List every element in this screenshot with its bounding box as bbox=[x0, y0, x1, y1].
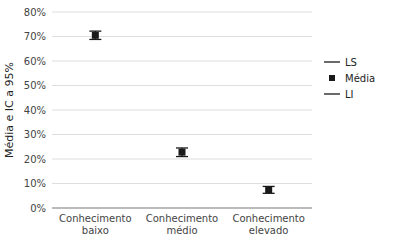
legend-label: LS bbox=[345, 57, 357, 68]
y-tick-label: 30% bbox=[24, 129, 46, 140]
legend-symbol bbox=[324, 61, 340, 62]
x-tick-label-line: médio bbox=[166, 225, 197, 236]
grid-line bbox=[52, 85, 312, 86]
legend: LS Média LI bbox=[324, 57, 375, 100]
mean-marker bbox=[92, 32, 99, 39]
y-tick-label: 20% bbox=[24, 154, 46, 165]
legend-symbol bbox=[329, 75, 335, 81]
y-tick-label: 40% bbox=[24, 105, 46, 116]
grid-line bbox=[52, 110, 312, 111]
y-tick-label: 80% bbox=[24, 7, 46, 18]
y-tick-label: 50% bbox=[24, 80, 46, 91]
x-tick-label-line: baixo bbox=[82, 225, 109, 236]
legend-symbol bbox=[324, 93, 340, 94]
x-tick-label-line: elevado bbox=[249, 225, 289, 236]
ci-cap bbox=[89, 39, 101, 40]
y-tick-label: 0% bbox=[30, 203, 46, 214]
y-tick-label: 70% bbox=[24, 31, 46, 42]
x-tick-label-line: Conhecimento bbox=[59, 213, 131, 224]
ci-cap bbox=[89, 30, 101, 31]
x-axis-line bbox=[52, 208, 312, 209]
chart-container: 0%10%20%30%40%50%60%70%80%Conhecimentoba… bbox=[0, 0, 394, 250]
grid bbox=[52, 12, 312, 208]
grid-line bbox=[52, 134, 312, 135]
chart: 0%10%20%30%40%50%60%70%80%Conhecimentoba… bbox=[0, 0, 394, 250]
legend-label: Média bbox=[345, 73, 375, 84]
y-tick-label: 60% bbox=[24, 56, 46, 67]
grid-line bbox=[52, 61, 312, 62]
x-tick-label-line: Conhecimento bbox=[232, 213, 304, 224]
mean-marker bbox=[179, 149, 186, 156]
mean-marker bbox=[265, 186, 272, 193]
grid-line bbox=[52, 208, 312, 209]
ci-cap bbox=[176, 156, 188, 157]
x-tick-label: Conhecimentoelevado bbox=[232, 213, 304, 236]
grid-line bbox=[52, 183, 312, 184]
x-tick-label-line: Conhecimento bbox=[146, 213, 218, 224]
marks bbox=[89, 31, 274, 193]
grid-line bbox=[52, 12, 312, 13]
grid-line bbox=[52, 36, 312, 37]
y-axis-label: Média e IC a 95% bbox=[3, 62, 16, 158]
ci-cap bbox=[176, 147, 188, 148]
legend-label: LI bbox=[345, 89, 354, 100]
y-tick-label: 10% bbox=[24, 178, 46, 189]
x-tick-label: Conhecimentobaixo bbox=[59, 213, 131, 236]
x-tick-label: Conhecimentomédio bbox=[146, 213, 218, 236]
grid-line bbox=[52, 159, 312, 160]
